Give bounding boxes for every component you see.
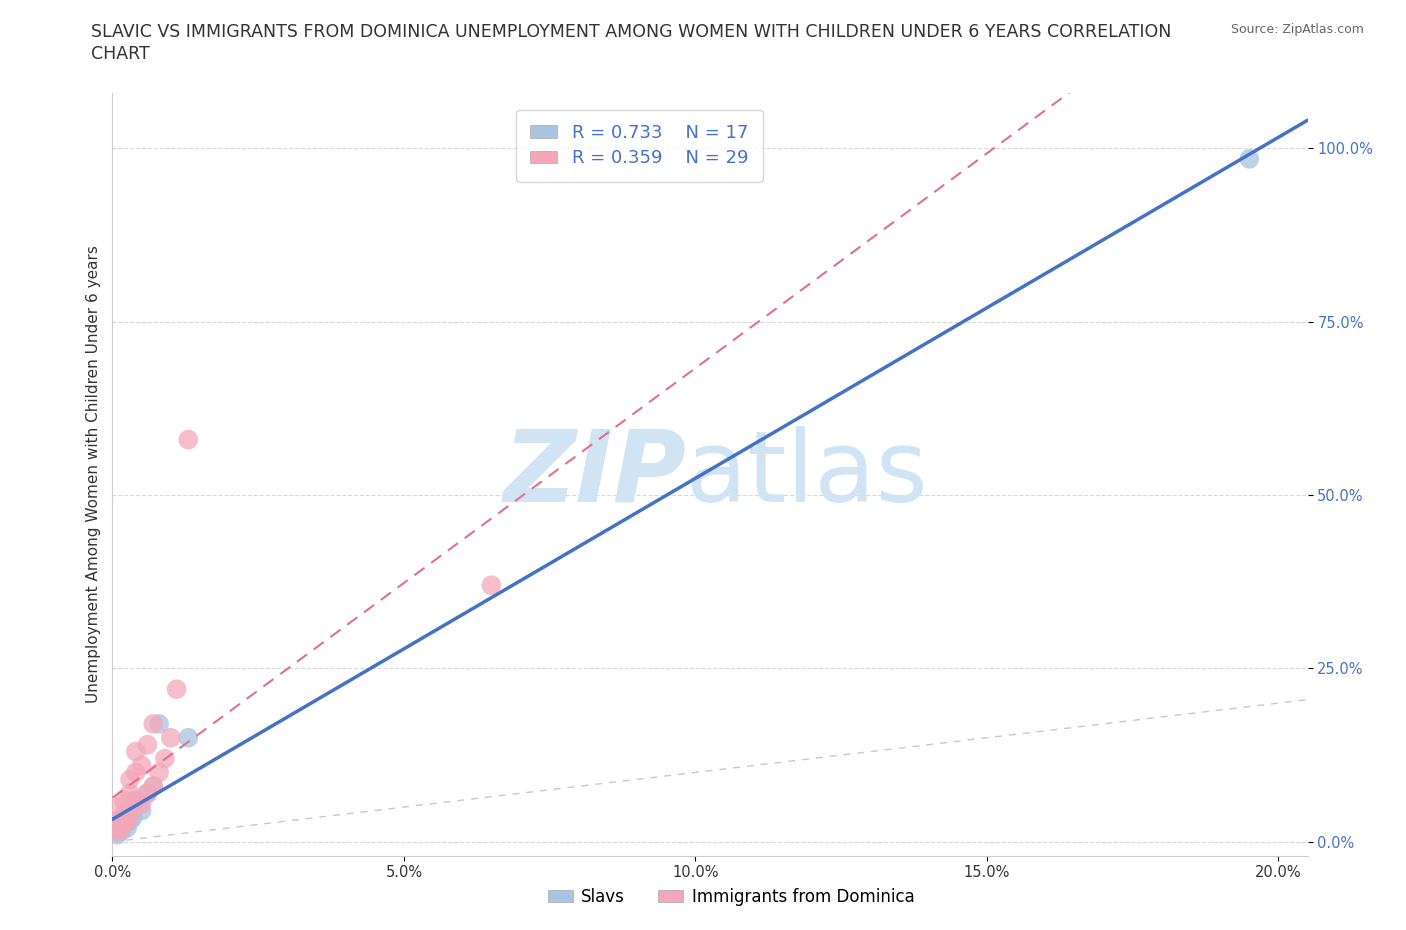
Point bbox=[153, 751, 176, 766]
Text: SLAVIC VS IMMIGRANTS FROM DOMINICA UNEMPLOYMENT AMONG WOMEN WITH CHILDREN UNDER : SLAVIC VS IMMIGRANTS FROM DOMINICA UNEMP… bbox=[91, 23, 1171, 41]
Point bbox=[115, 820, 138, 835]
Text: ZIP: ZIP bbox=[503, 426, 686, 523]
Point bbox=[148, 716, 170, 731]
Point bbox=[122, 810, 145, 825]
Point bbox=[125, 800, 148, 815]
Point bbox=[115, 814, 138, 829]
Point bbox=[136, 786, 159, 801]
Point bbox=[142, 778, 165, 793]
Point bbox=[481, 578, 503, 592]
Point bbox=[166, 682, 188, 697]
Point bbox=[112, 817, 135, 831]
Text: Source: ZipAtlas.com: Source: ZipAtlas.com bbox=[1230, 23, 1364, 36]
Point bbox=[1239, 152, 1261, 166]
Point bbox=[131, 804, 153, 818]
Point bbox=[112, 817, 135, 831]
Text: CHART: CHART bbox=[91, 45, 150, 62]
Legend: R = 0.733    N = 17, R = 0.359    N = 29: R = 0.733 N = 17, R = 0.359 N = 29 bbox=[516, 110, 763, 181]
Point bbox=[177, 432, 200, 447]
Y-axis label: Unemployment Among Women with Children Under 6 years: Unemployment Among Women with Children U… bbox=[86, 246, 101, 703]
Point bbox=[142, 716, 165, 731]
Text: atlas: atlas bbox=[686, 426, 928, 523]
Point bbox=[105, 828, 128, 843]
Point bbox=[122, 800, 145, 815]
Legend: Slavs, Immigrants from Dominica: Slavs, Immigrants from Dominica bbox=[541, 881, 921, 912]
Point bbox=[112, 792, 135, 807]
Point bbox=[177, 730, 200, 745]
Point bbox=[118, 814, 141, 829]
Point bbox=[112, 814, 135, 829]
Point bbox=[118, 772, 141, 787]
Point bbox=[125, 792, 148, 807]
Point bbox=[131, 796, 153, 811]
Point bbox=[118, 786, 141, 801]
Point bbox=[107, 800, 129, 815]
Point bbox=[125, 744, 148, 759]
Point bbox=[136, 737, 159, 752]
Point bbox=[142, 778, 165, 793]
Point bbox=[112, 806, 135, 821]
Point bbox=[118, 806, 141, 821]
Point bbox=[107, 820, 129, 835]
Point bbox=[118, 806, 141, 821]
Point bbox=[148, 765, 170, 780]
Point bbox=[131, 758, 153, 773]
Point bbox=[125, 792, 148, 807]
Point bbox=[159, 730, 181, 745]
Point bbox=[110, 824, 132, 839]
Point bbox=[136, 786, 159, 801]
Point bbox=[104, 817, 127, 831]
Point bbox=[107, 814, 129, 829]
Point bbox=[107, 824, 129, 839]
Point bbox=[125, 765, 148, 780]
Point bbox=[103, 820, 125, 835]
Point bbox=[110, 820, 132, 835]
